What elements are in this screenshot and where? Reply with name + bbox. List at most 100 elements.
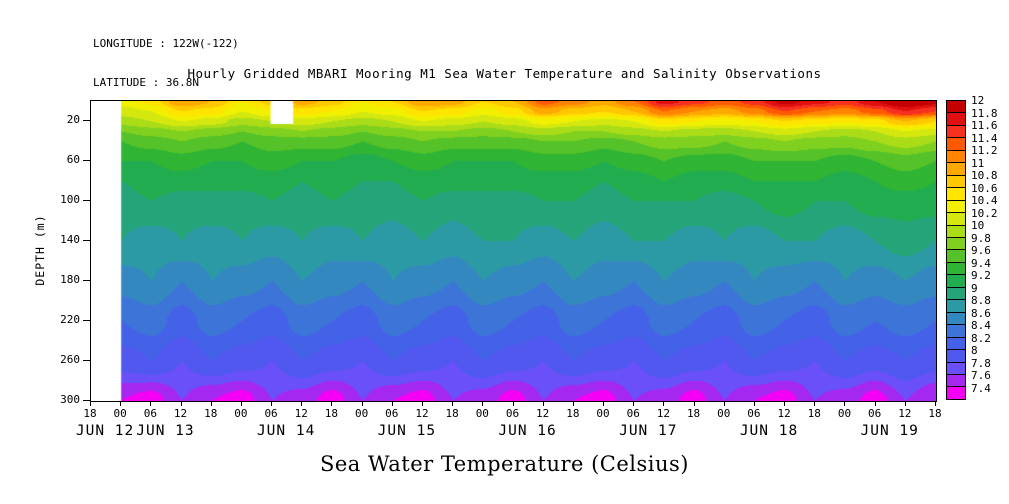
colorbar-tick-label: 10.4 — [971, 194, 998, 207]
chart-title: Hourly Gridded MBARI Mooring M1 Sea Wate… — [187, 66, 822, 81]
x-date-label: JUN 14 — [256, 423, 316, 439]
longitude-label: LONGITUDE : 122W(-122) — [93, 37, 239, 50]
x-tick-mark — [391, 401, 393, 406]
x-date-label: JUN 12 — [75, 423, 135, 439]
y-tick-label: 260 — [60, 353, 80, 366]
x-tick-mark — [210, 401, 212, 406]
colorbar-level-box — [947, 163, 965, 176]
colorbar-level-box — [947, 275, 965, 288]
x-tick-mark — [90, 401, 91, 406]
temperature-heatmap-canvas — [91, 101, 936, 401]
y-tick-mark — [83, 280, 90, 281]
x-tick-label: 12 — [173, 407, 188, 420]
y-tick-label: 60 — [66, 153, 80, 166]
colorbar-level-box — [947, 287, 965, 301]
colorbar-level-box — [947, 250, 965, 263]
x-tick-label: 18 — [686, 407, 701, 420]
x-tick-label: 12 — [777, 407, 791, 420]
colorbar-tick-label: 8.8 — [971, 294, 991, 307]
x-tick-mark — [180, 401, 182, 406]
x-tick-mark — [150, 401, 152, 406]
colorbar-level-box — [947, 300, 965, 313]
colorbar-level-box — [947, 125, 965, 139]
x-tick-mark — [663, 401, 665, 406]
x-tick-mark — [572, 401, 574, 406]
x-date-label: JUN 19 — [860, 423, 919, 439]
colorbar-level-box — [947, 175, 965, 189]
colorbar-tick-label: 11.2 — [971, 144, 998, 157]
x-tick-label: 06 — [747, 407, 761, 420]
y-tick-label: 300 — [60, 393, 80, 406]
colorbar-tick-label: 11.4 — [971, 131, 998, 145]
x-date-label: JUN 16 — [498, 423, 557, 439]
y-tick-mark — [83, 400, 90, 401]
x-tick-label: 06 — [385, 407, 399, 420]
x-tick-label: 00 — [717, 407, 731, 420]
x-tick-label: 18 — [807, 407, 821, 420]
y-tick-label: 220 — [60, 313, 80, 326]
x-tick-mark — [331, 401, 333, 406]
colorbar-tick-label: 9 — [971, 281, 978, 295]
x-tick-label: 18 — [445, 407, 459, 420]
x-tick-label: 18 — [204, 407, 218, 420]
x-tick-label: 00 — [837, 407, 852, 420]
x-date-label: JUN 17 — [619, 423, 678, 439]
colorbar-level-box — [947, 325, 965, 338]
x-tick-mark — [723, 401, 725, 406]
x-date-label: JUN 18 — [739, 423, 799, 439]
x-tick-label: 12 — [294, 407, 308, 420]
colorbar-tick-label: 12 — [971, 94, 985, 107]
x-tick-mark — [301, 401, 303, 406]
x-tick-label: 06 — [626, 407, 640, 420]
x-tick-label: 18 — [566, 407, 580, 420]
x-date-label: JUN 15 — [377, 423, 437, 439]
colorbar-level-box — [947, 387, 965, 399]
colorbar-level-box — [947, 138, 965, 151]
x-tick-mark — [271, 401, 273, 406]
x-tick-label: 18 — [928, 407, 942, 420]
x-tick-mark — [361, 401, 363, 406]
colorbar-tick-label: 10 — [971, 219, 985, 232]
x-tick-mark — [784, 401, 786, 406]
colorbar-tick-label: 7.8 — [971, 356, 991, 370]
x-tick-label: 12 — [898, 407, 912, 420]
colorbar-level-box — [947, 374, 965, 388]
colorbar-level-box — [947, 337, 965, 351]
x-tick-mark — [512, 401, 514, 406]
y-tick-mark — [83, 360, 90, 361]
x-tick-label: 06 — [505, 407, 520, 420]
x-tick-label: 00 — [596, 407, 610, 420]
colorbar-tick-label: 10.2 — [971, 206, 998, 220]
colorbar-level-box — [947, 101, 965, 114]
y-tick-label: 100 — [60, 193, 80, 206]
x-tick-mark — [482, 401, 484, 406]
x-tick-label: 18 — [83, 407, 97, 420]
x-tick-mark — [120, 401, 122, 406]
colorbar-tick-label: 9.8 — [971, 231, 991, 245]
latitude-label: LATITUDE : 36.8N — [93, 76, 199, 89]
colorbar-level-box — [947, 200, 965, 214]
colorbar-level-box — [947, 362, 965, 375]
colorbar — [946, 100, 966, 400]
colorbar-tick-label: 7.4 — [971, 381, 991, 395]
x-tick-label: 00 — [475, 407, 489, 420]
x-tick-label: 18 — [324, 407, 339, 420]
x-tick-mark — [240, 401, 242, 406]
x-tick-mark — [874, 401, 876, 406]
x-tick-mark — [904, 401, 906, 406]
y-tick-label: 140 — [60, 233, 80, 246]
plot-area — [90, 100, 937, 402]
x-tick-mark — [814, 401, 816, 406]
colorbar-level-box — [947, 213, 965, 226]
y-tick-mark — [83, 240, 90, 241]
x-tick-mark — [935, 401, 936, 406]
colorbar-tick-label: 10.8 — [971, 169, 998, 182]
colorbar-tick-label: 8.2 — [971, 331, 991, 345]
colorbar-level-box — [947, 225, 965, 238]
y-tick-mark — [83, 320, 90, 321]
x-tick-mark — [693, 401, 695, 406]
x-tick-label: 00 — [234, 407, 248, 420]
colorbar-tick-label: 9.4 — [971, 256, 991, 270]
x-date-label: JUN 13 — [136, 423, 195, 439]
